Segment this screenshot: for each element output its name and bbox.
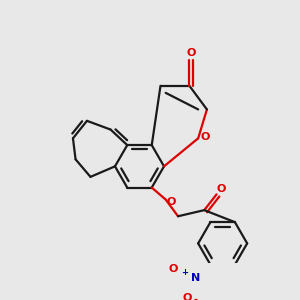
Text: +: + [182, 268, 188, 277]
Text: O: O [216, 184, 226, 194]
Text: O: O [200, 132, 210, 142]
Text: O: O [182, 293, 191, 300]
Text: O: O [168, 264, 178, 274]
Text: O: O [187, 47, 196, 58]
Text: N: N [191, 273, 200, 284]
Text: O: O [166, 197, 176, 207]
Text: -: - [194, 294, 197, 300]
